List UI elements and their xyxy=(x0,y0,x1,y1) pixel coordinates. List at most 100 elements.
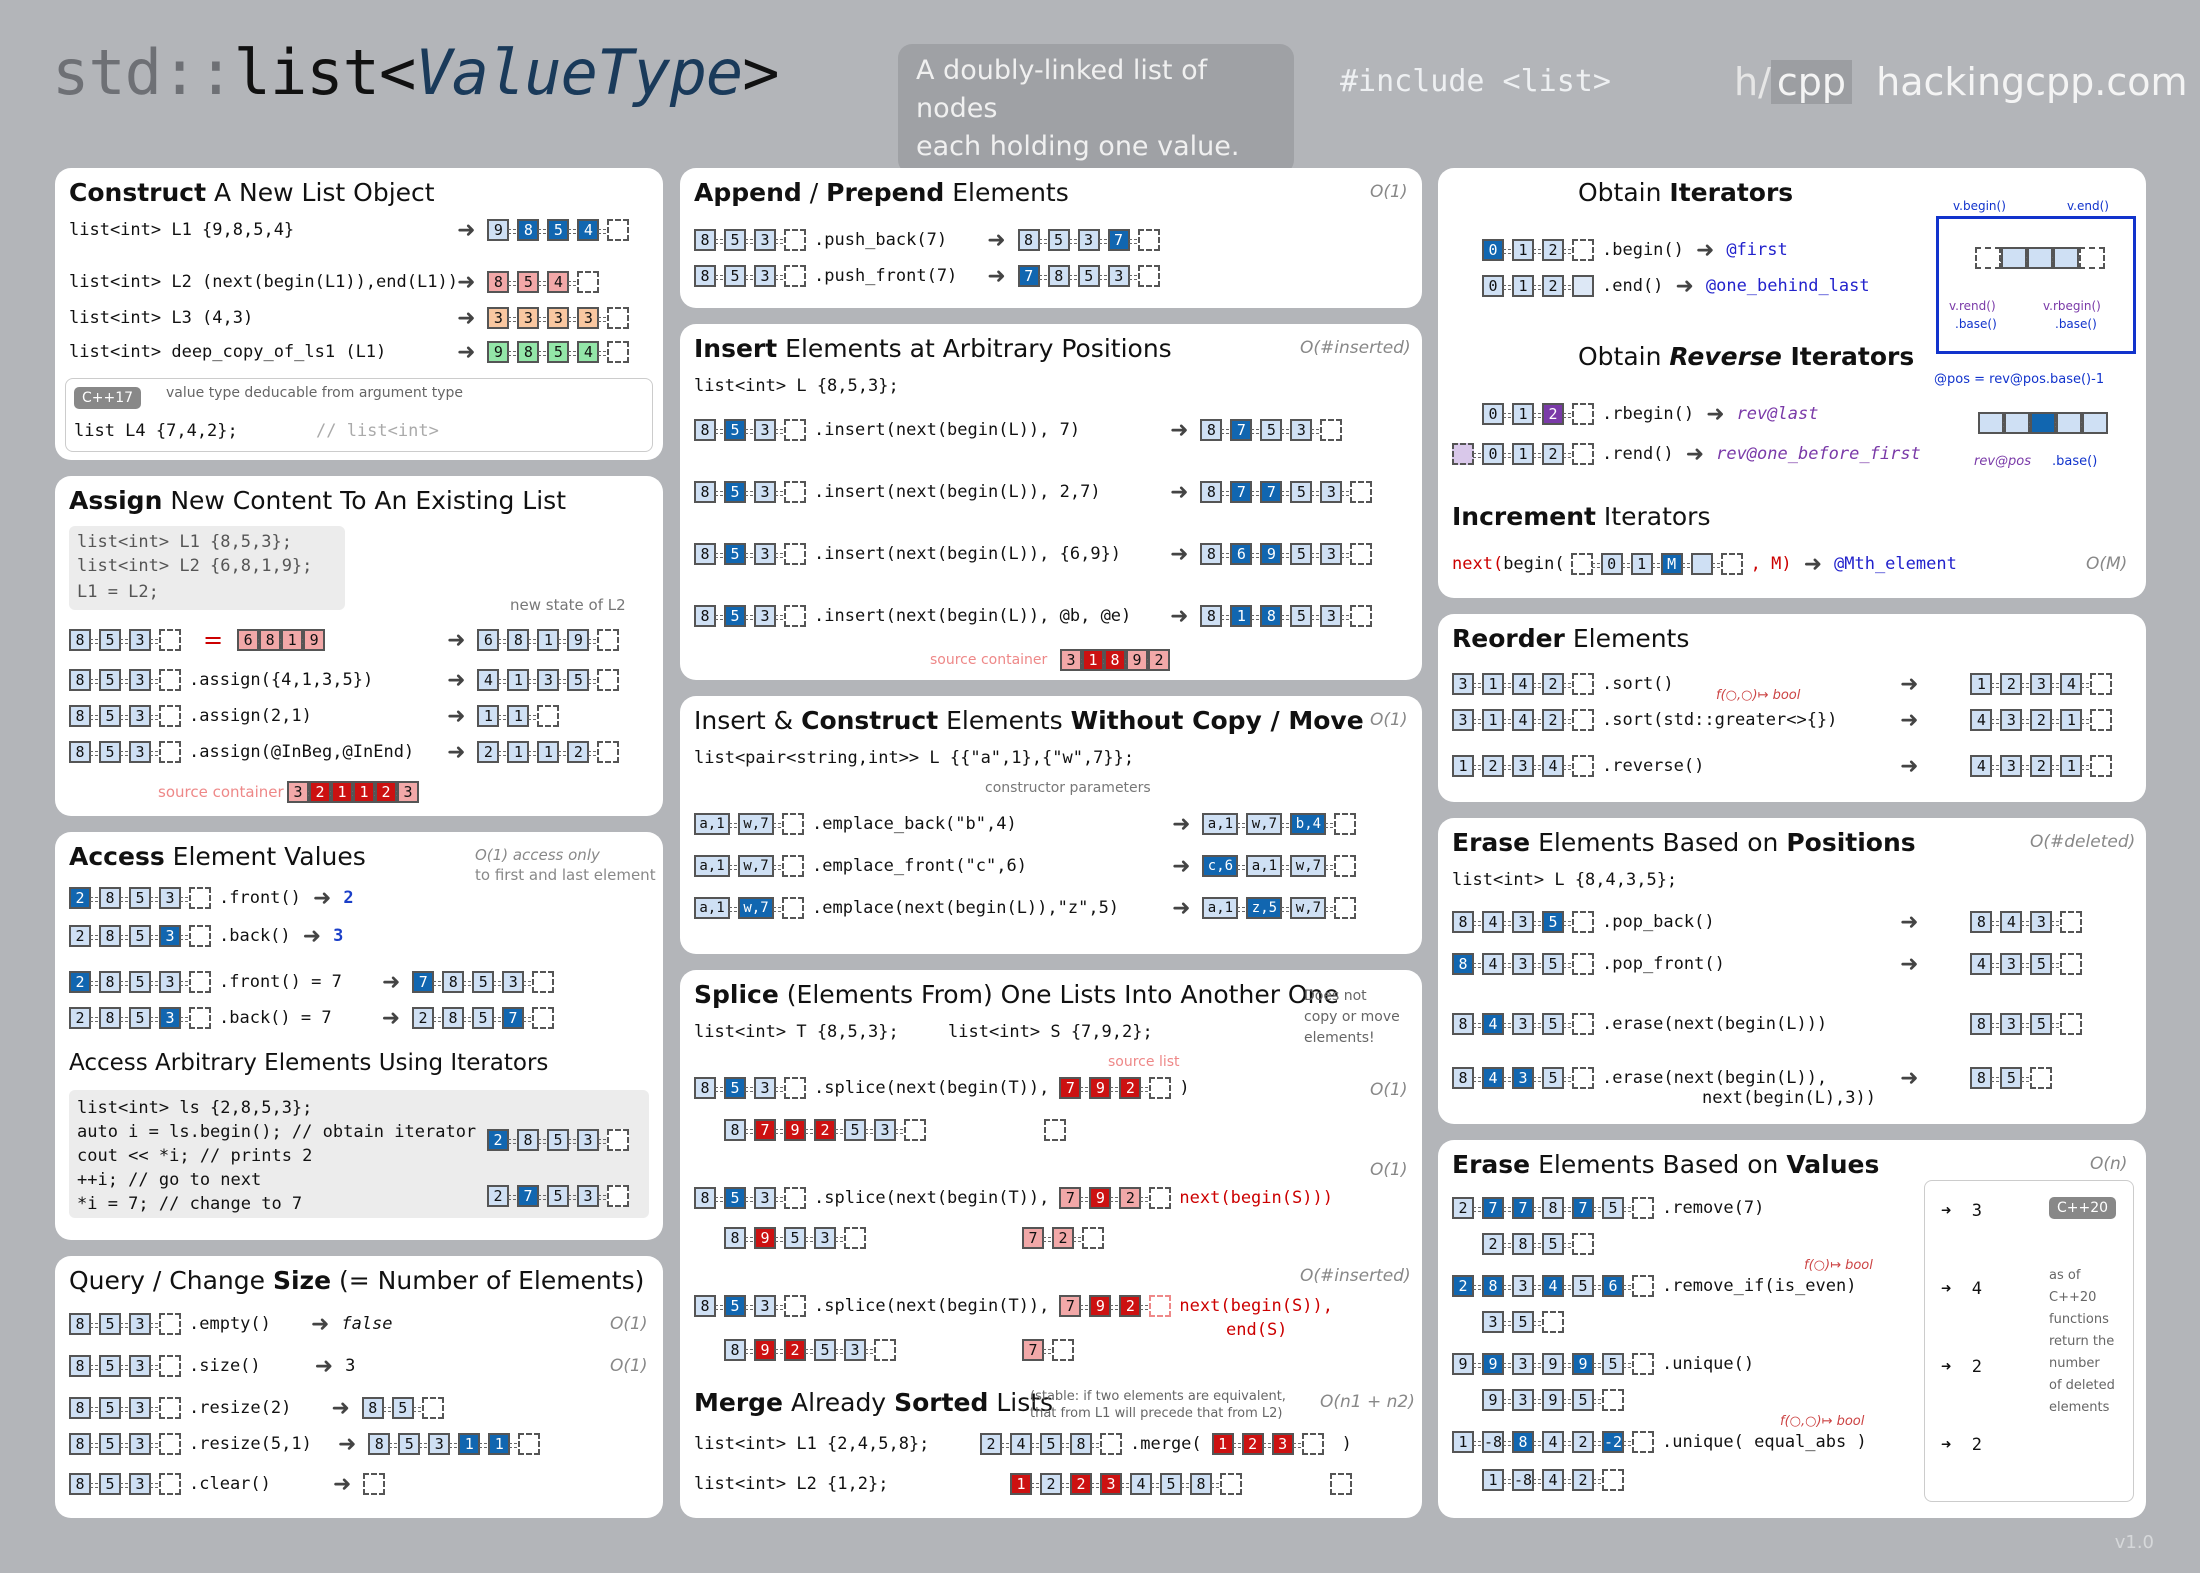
list-node xyxy=(597,741,620,763)
erase-val-fn: f(○)↦ bool xyxy=(1804,1258,1873,1273)
list-node: 3 xyxy=(1290,419,1320,441)
list-node xyxy=(159,741,181,763)
list-node: 2 xyxy=(69,971,98,993)
access-cx-1: O(1) access only xyxy=(475,846,600,864)
node-list: 1 -8 8 4 2 -2 xyxy=(1452,1431,1662,1453)
list-node xyxy=(1572,673,1594,695)
text-span: .end() xyxy=(1602,276,1664,296)
panel-append: Append / Prepend Elements O(1) 8 5 3 .push_… xyxy=(680,168,1422,308)
list-node: 2 xyxy=(1070,1473,1099,1495)
assign-call-3: .assign(@InBeg,@InEnd) xyxy=(189,742,415,762)
splice-cx-3: O(#inserted) xyxy=(1300,1266,1411,1286)
list-node: 7 xyxy=(1482,1197,1511,1219)
list-node xyxy=(597,669,620,691)
text-span: .unique( equal_abs ) xyxy=(1662,1432,1867,1452)
list-node xyxy=(607,1129,629,1151)
list-node: 8 xyxy=(1104,649,1133,671)
insert-row-2: 8 5 3 .insert(next(begin(L)), 2,7) xyxy=(694,478,1101,506)
arrow-icon: ➜ xyxy=(1900,909,1919,935)
list-node: 5 xyxy=(1572,1389,1601,1411)
arrow-icon: ➜ xyxy=(302,923,322,949)
list-node xyxy=(363,1473,386,1495)
list-node: 5 xyxy=(99,741,128,763)
list-node: 5 xyxy=(844,1119,873,1141)
list-node xyxy=(2053,247,2086,269)
list-node: 8 xyxy=(1200,419,1230,441)
list-node xyxy=(159,1433,181,1455)
list-node: 4 xyxy=(477,669,507,691)
text-span: (Elements From) One Lists Into Another O… xyxy=(778,980,1339,1009)
list-node: 3 xyxy=(754,229,783,251)
arrow-icon: ➜ xyxy=(1172,853,1191,879)
list-node: 3 xyxy=(1060,649,1089,671)
list-node: 6 xyxy=(1602,1275,1631,1297)
emplace-decl: list<pair<string,int>> L {{"a",1},{"w",7… xyxy=(694,748,1135,768)
access-code-box: list<int> ls {2,8,5,3}; auto i = ls.begi… xyxy=(69,1090,649,1218)
list-node: 5 xyxy=(1602,1197,1631,1219)
node-list: a,1 z,5 w,7 xyxy=(1202,897,1364,919)
list-node xyxy=(784,229,806,251)
arrow-icon: ➜ xyxy=(1900,753,1919,779)
diagram-vbegin: v.begin() xyxy=(1953,199,2006,213)
list-node: 4 xyxy=(1542,755,1571,777)
brand-cpp: cpp xyxy=(1770,60,1853,104)
list-node: 3 xyxy=(129,1313,158,1335)
access-row-1: 2 8 5 3 .front() ➜ 2 xyxy=(69,884,354,912)
brand-logo[interactable]: h/cpp hackingcpp.com xyxy=(1734,60,2188,104)
list-node: 9 xyxy=(754,1227,783,1249)
list-node xyxy=(782,897,804,919)
list-node: 1 xyxy=(1512,403,1541,425)
list-node: 1 xyxy=(1452,1431,1481,1453)
list-node: 8 xyxy=(694,419,723,441)
list-node: 7 xyxy=(1022,1227,1051,1249)
text-span: .splice(next(begin(T)), xyxy=(814,1078,1050,1098)
list-node: 8 xyxy=(1260,605,1290,627)
list-node xyxy=(189,925,211,947)
list-node: 3 xyxy=(754,1295,783,1317)
list-node xyxy=(844,1227,866,1249)
text-span: .rbegin() xyxy=(1602,404,1695,424)
list-node: 2 xyxy=(69,887,98,909)
list-node: 8 xyxy=(487,271,517,293)
list-node: 9 xyxy=(1126,649,1155,671)
construct-line-1: list<int> L1 {9,8,5,4} xyxy=(69,220,295,240)
list-node: 1 xyxy=(1452,755,1481,777)
arrow-icon: ➜ xyxy=(1900,671,1919,697)
list-node xyxy=(1720,553,1743,575)
list-node xyxy=(1570,553,1600,575)
list-node: 5 xyxy=(472,971,502,993)
list-node: 1 xyxy=(537,629,567,651)
list-node: 8 xyxy=(1970,1013,2000,1035)
list-node: 5 xyxy=(1542,953,1571,975)
list-node: 1 xyxy=(507,705,537,727)
list-node: 5 xyxy=(724,1295,753,1317)
list-node xyxy=(2090,709,2113,731)
assign-row-1: 8 5 3 .assign({4,1,3,5}) xyxy=(69,666,373,694)
assign-res-0: ➜ 6 8 1 9 xyxy=(435,626,627,654)
list-node: 8 xyxy=(1970,911,2000,933)
list-node: w,7 xyxy=(1290,855,1334,877)
erase-val-row-4: 1 -8 8 4 2 -2 .unique( equal_abs ) xyxy=(1452,1428,1867,1456)
erase-pos-res-4: ➜ 8 5 xyxy=(1888,1064,2060,1092)
text-span: Access xyxy=(69,842,165,871)
text-span: rev@last xyxy=(1736,404,1819,424)
list-node xyxy=(1334,813,1357,835)
panel-query: Query / Change Size (= Number of Element… xyxy=(55,1256,663,1518)
